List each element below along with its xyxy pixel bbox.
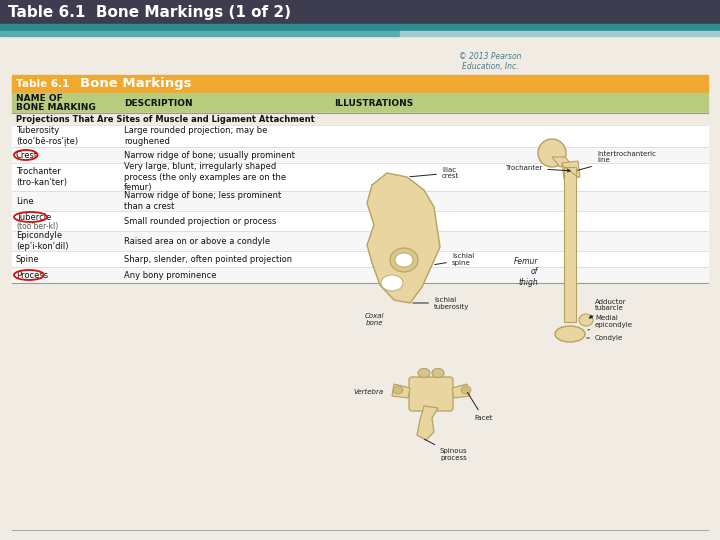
- Ellipse shape: [390, 248, 418, 272]
- Text: Raised area on or above a condyle: Raised area on or above a condyle: [124, 237, 270, 246]
- Text: Iliac
crest: Iliac crest: [410, 166, 459, 179]
- Text: Ischial
spine: Ischial spine: [435, 253, 474, 267]
- Text: Medial
epicondyle: Medial epicondyle: [588, 315, 633, 330]
- Text: © 2013 Pearson
Education, Inc.: © 2013 Pearson Education, Inc.: [459, 52, 521, 71]
- Ellipse shape: [395, 253, 413, 267]
- Text: Tubercle: Tubercle: [16, 213, 51, 221]
- Text: Bone Markings: Bone Markings: [80, 78, 192, 91]
- Bar: [12, 251, 708, 267]
- Bar: [12, 267, 708, 283]
- Text: Vertebra: Vertebra: [354, 389, 384, 395]
- Text: Table 6.1  Bone Markings (1 of 2): Table 6.1 Bone Markings (1 of 2): [8, 4, 291, 19]
- Text: Epicondyle
(epʹi-konʹdil): Epicondyle (epʹi-konʹdil): [16, 231, 68, 251]
- Circle shape: [538, 139, 566, 167]
- Ellipse shape: [579, 314, 593, 326]
- Bar: [12, 147, 708, 163]
- Text: Femur
of
thigh: Femur of thigh: [513, 257, 538, 287]
- Text: ILLUSTRATIONS: ILLUSTRATIONS: [334, 98, 413, 107]
- Bar: [400, 31, 720, 36]
- Text: NAME OF
BONE MARKING: NAME OF BONE MARKING: [16, 93, 96, 112]
- Bar: [12, 75, 708, 93]
- Polygon shape: [552, 157, 572, 167]
- Text: Narrow ridge of bone; usually prominent: Narrow ridge of bone; usually prominent: [124, 151, 295, 159]
- Polygon shape: [392, 384, 410, 398]
- Text: Adductor
tubarcle: Adductor tubarcle: [589, 299, 626, 318]
- Text: Sharp, slender, often pointed projection: Sharp, slender, often pointed projection: [124, 254, 292, 264]
- Text: Trochanter
(tro-kanʹter): Trochanter (tro-kanʹter): [16, 167, 67, 187]
- Bar: [12, 93, 708, 113]
- Ellipse shape: [555, 326, 585, 342]
- Text: Large rounded projection; may be
roughened: Large rounded projection; may be roughen…: [124, 126, 267, 146]
- Text: Facet: Facet: [467, 393, 492, 421]
- Ellipse shape: [418, 368, 430, 377]
- Text: Table 6.1: Table 6.1: [17, 79, 70, 89]
- Polygon shape: [367, 173, 440, 303]
- Bar: [0, 24, 720, 31]
- Text: Projections That Are Sites of Muscle and Ligament Attachment: Projections That Are Sites of Muscle and…: [16, 114, 315, 124]
- Bar: [12, 211, 708, 231]
- Bar: [0, 0, 720, 24]
- Bar: [12, 231, 708, 251]
- Bar: [564, 167, 576, 322]
- Text: Coxal
bone: Coxal bone: [364, 313, 384, 326]
- Text: DESCRIPTION: DESCRIPTION: [124, 98, 193, 107]
- Ellipse shape: [461, 386, 471, 394]
- Ellipse shape: [381, 275, 403, 291]
- Bar: [12, 125, 708, 147]
- Bar: [0, 31, 400, 36]
- Text: Spine: Spine: [16, 254, 40, 264]
- Ellipse shape: [432, 368, 444, 377]
- Ellipse shape: [393, 386, 403, 394]
- Polygon shape: [417, 406, 438, 440]
- Text: Line: Line: [16, 197, 34, 206]
- Text: Ischial
tuberosity: Ischial tuberosity: [413, 296, 469, 309]
- Polygon shape: [562, 161, 580, 179]
- FancyBboxPatch shape: [409, 377, 453, 411]
- Text: Small rounded projection or process: Small rounded projection or process: [124, 217, 276, 226]
- Polygon shape: [452, 384, 470, 398]
- Bar: [12, 191, 708, 211]
- Text: (tooʹber-kl): (tooʹber-kl): [16, 221, 58, 231]
- Text: Spinous
process: Spinous process: [425, 439, 467, 461]
- Text: Any bony prominence: Any bony prominence: [124, 271, 217, 280]
- Text: Process: Process: [16, 271, 48, 280]
- Text: Crest: Crest: [16, 151, 38, 159]
- Text: Trochanter: Trochanter: [505, 165, 570, 172]
- Text: Narrow ridge of bone; less prominent
than a crest: Narrow ridge of bone; less prominent tha…: [124, 191, 282, 211]
- Bar: [12, 163, 708, 191]
- Bar: [12, 113, 708, 125]
- Text: Very large, blunt, irregularly shaped
process (the only examples are on the
femu: Very large, blunt, irregularly shaped pr…: [124, 162, 286, 192]
- Text: Intertrochanteric
line: Intertrochanteric line: [577, 151, 656, 170]
- Text: Condyle: Condyle: [587, 335, 624, 341]
- Text: Tuberosity
(tooʹbĕ-rosʹįte): Tuberosity (tooʹbĕ-rosʹįte): [16, 126, 78, 146]
